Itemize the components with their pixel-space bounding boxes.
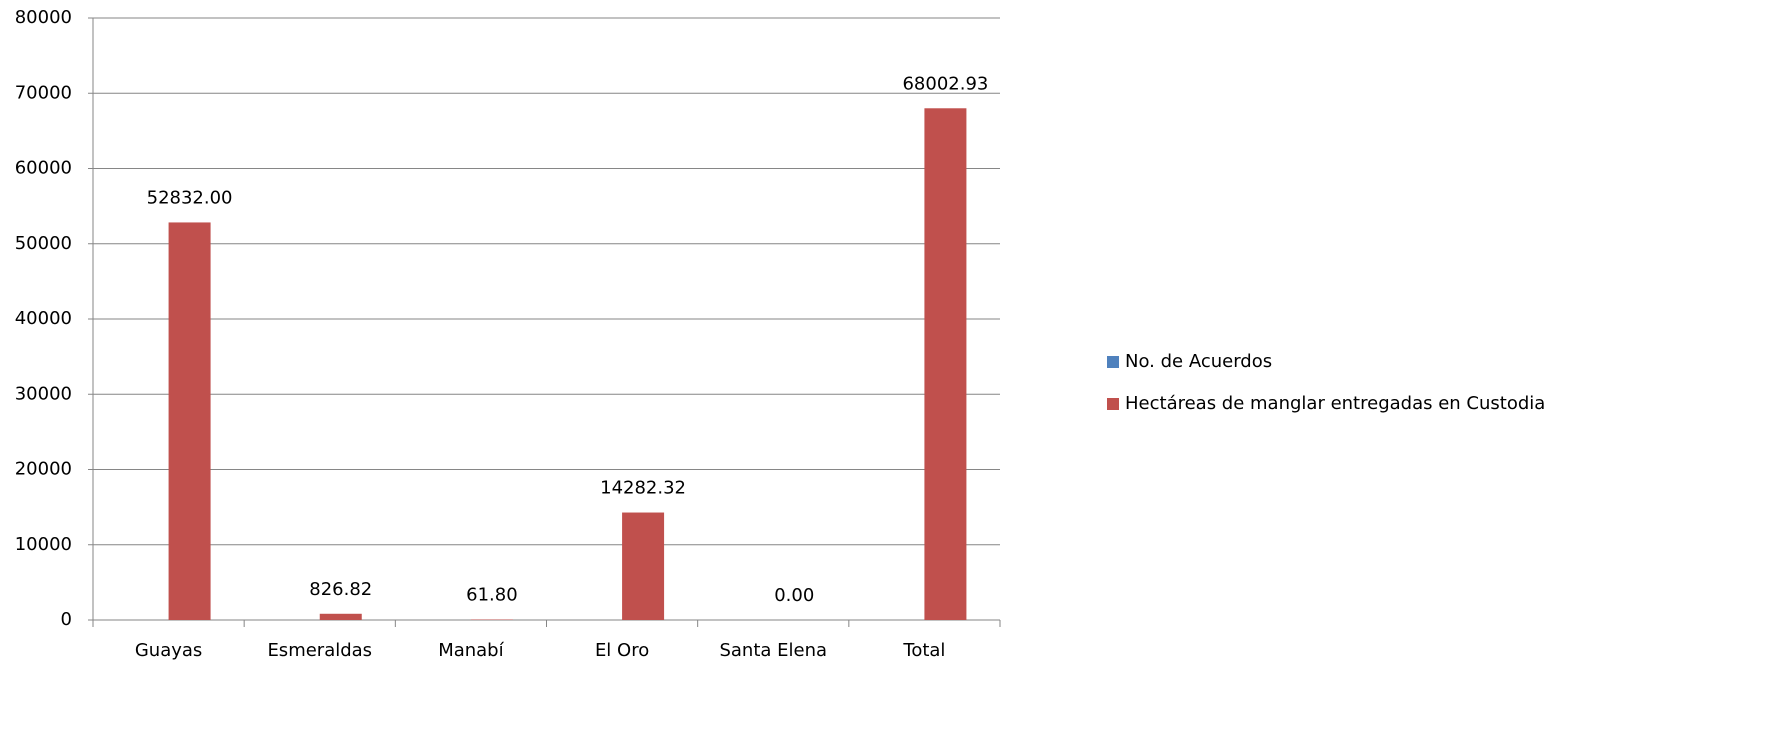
data-label: 52832.00	[147, 187, 233, 208]
data-label: 0.00	[774, 585, 814, 606]
bar	[169, 222, 211, 620]
y-tick-label: 0	[61, 609, 72, 630]
legend-label: No. de Acuerdos	[1125, 351, 1272, 372]
legend-swatch	[1107, 398, 1119, 410]
y-tick-label: 20000	[15, 459, 72, 480]
data-label: 14282.32	[600, 478, 686, 499]
y-tick-label: 50000	[15, 233, 72, 254]
bar	[320, 614, 362, 620]
y-tick-label: 40000	[15, 308, 72, 329]
legend-label: Hectáreas de manglar entregadas en Custo…	[1125, 393, 1545, 414]
bar	[924, 108, 966, 620]
y-tick-label: 70000	[15, 82, 72, 103]
x-tick-label: Santa Elena	[719, 640, 827, 661]
x-tick-label: Guayas	[135, 640, 202, 661]
y-tick-label: 80000	[15, 7, 72, 28]
bar	[622, 513, 664, 620]
y-tick-label: 60000	[15, 158, 72, 179]
x-tick-label: Esmeraldas	[267, 640, 372, 661]
x-tick-label: El Oro	[595, 640, 649, 661]
legend-swatch	[1107, 356, 1119, 368]
chart: 0 10000 20000 30000 40000 50000 60000 70000 8000…	[0, 0, 1781, 752]
data-label: 61.80	[466, 585, 518, 606]
y-tick-label: 10000	[15, 534, 72, 555]
page: {"chart_data": {"type": "bar", "categori…	[0, 0, 1781, 752]
y-tick-label: 30000	[15, 383, 72, 404]
x-tick-label: Manabí	[438, 640, 504, 661]
data-label: 826.82	[309, 579, 372, 600]
x-tick-label: Total	[902, 640, 945, 661]
data-label: 68002.93	[902, 73, 988, 94]
